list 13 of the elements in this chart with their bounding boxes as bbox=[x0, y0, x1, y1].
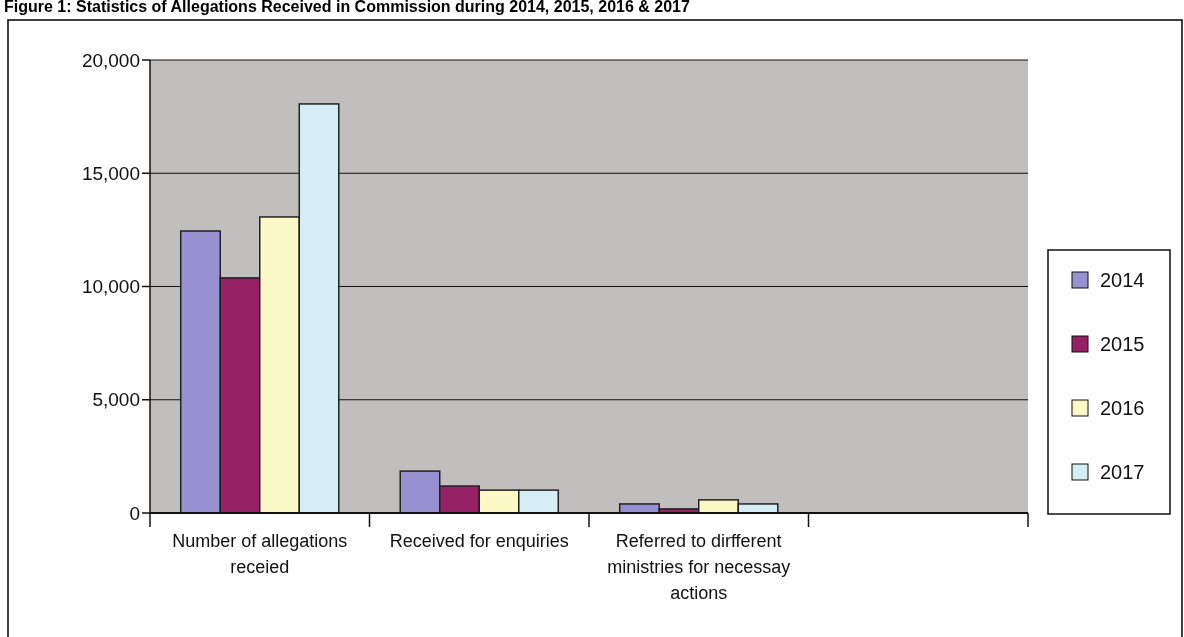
chart-title: Figure 1: Statistics of Allegations Received in Commission during 2014, 2015, 2016 & 2017 bbox=[4, 0, 690, 15]
y-tick-label: 0 bbox=[129, 502, 140, 524]
y-tick-label: 10,000 bbox=[81, 276, 140, 298]
y-tick-label: 20,000 bbox=[81, 49, 140, 71]
legend-label: 2017 bbox=[1100, 461, 1145, 483]
y-tick-label: 5,000 bbox=[92, 389, 140, 411]
x-tick-label: Referred to dirfferent ministries for necessay actions bbox=[607, 531, 791, 603]
legend-label: 2016 bbox=[1100, 397, 1145, 419]
y-tick-label: 15,000 bbox=[81, 162, 140, 184]
legend-label: 2014 bbox=[1100, 269, 1145, 291]
legend-label: 2015 bbox=[1100, 333, 1145, 355]
x-tick-label: Received for enquiries bbox=[389, 531, 569, 551]
x-tick-label: Number of allegations receied bbox=[172, 531, 348, 577]
